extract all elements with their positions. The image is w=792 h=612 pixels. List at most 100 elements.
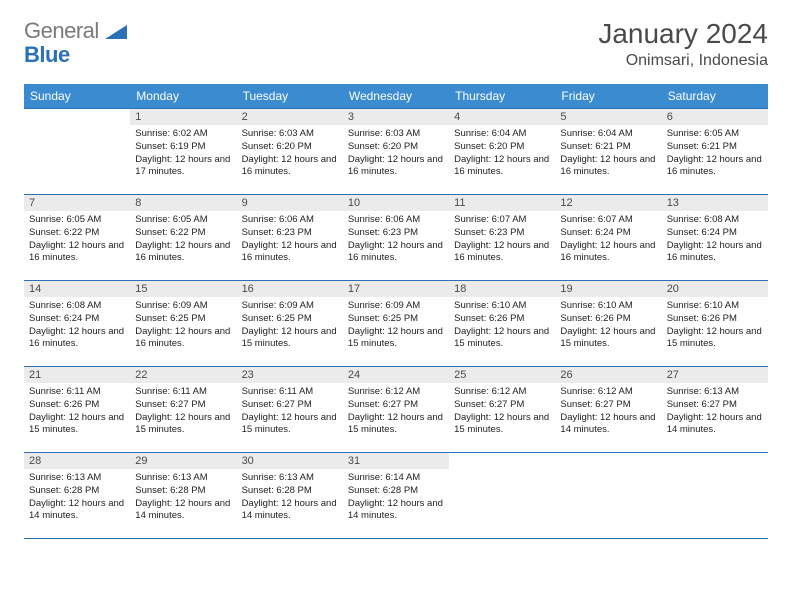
page-header: General January 2024 Onimsari, Indonesia (24, 18, 768, 70)
day-number: 13 (662, 195, 768, 211)
day-details: Sunrise: 6:05 AMSunset: 6:22 PMDaylight:… (24, 211, 130, 268)
day-number: 8 (130, 195, 236, 211)
calendar-day-cell (555, 453, 661, 539)
day-number: 9 (237, 195, 343, 211)
calendar-day-cell: 5Sunrise: 6:04 AMSunset: 6:21 PMDaylight… (555, 109, 661, 195)
calendar-day-cell: 1Sunrise: 6:02 AMSunset: 6:19 PMDaylight… (130, 109, 236, 195)
calendar-day-cell: 26Sunrise: 6:12 AMSunset: 6:27 PMDayligh… (555, 367, 661, 453)
day-details: Sunrise: 6:07 AMSunset: 6:23 PMDaylight:… (449, 211, 555, 268)
day-details: Sunrise: 6:10 AMSunset: 6:26 PMDaylight:… (449, 297, 555, 354)
day-details: Sunrise: 6:13 AMSunset: 6:28 PMDaylight:… (130, 469, 236, 526)
calendar-day-cell: 4Sunrise: 6:04 AMSunset: 6:20 PMDaylight… (449, 109, 555, 195)
day-number: 2 (237, 109, 343, 125)
weekday-header: Tuesday (237, 84, 343, 109)
day-details: Sunrise: 6:11 AMSunset: 6:27 PMDaylight:… (237, 383, 343, 440)
day-number: 14 (24, 281, 130, 297)
day-details: Sunrise: 6:02 AMSunset: 6:19 PMDaylight:… (130, 125, 236, 182)
calendar-day-cell: 2Sunrise: 6:03 AMSunset: 6:20 PMDaylight… (237, 109, 343, 195)
calendar-day-cell: 15Sunrise: 6:09 AMSunset: 6:25 PMDayligh… (130, 281, 236, 367)
calendar-week-row: 7Sunrise: 6:05 AMSunset: 6:22 PMDaylight… (24, 195, 768, 281)
day-details: Sunrise: 6:05 AMSunset: 6:21 PMDaylight:… (662, 125, 768, 182)
calendar-day-cell: 13Sunrise: 6:08 AMSunset: 6:24 PMDayligh… (662, 195, 768, 281)
calendar-day-cell: 28Sunrise: 6:13 AMSunset: 6:28 PMDayligh… (24, 453, 130, 539)
calendar-day-cell: 6Sunrise: 6:05 AMSunset: 6:21 PMDaylight… (662, 109, 768, 195)
day-number: 11 (449, 195, 555, 211)
day-details: Sunrise: 6:14 AMSunset: 6:28 PMDaylight:… (343, 469, 449, 526)
day-number: 28 (24, 453, 130, 469)
calendar-day-cell (662, 453, 768, 539)
day-details: Sunrise: 6:06 AMSunset: 6:23 PMDaylight:… (343, 211, 449, 268)
day-number: 22 (130, 367, 236, 383)
logo: General (24, 18, 129, 44)
calendar-day-cell: 3Sunrise: 6:03 AMSunset: 6:20 PMDaylight… (343, 109, 449, 195)
calendar-day-cell: 14Sunrise: 6:08 AMSunset: 6:24 PMDayligh… (24, 281, 130, 367)
day-details: Sunrise: 6:11 AMSunset: 6:26 PMDaylight:… (24, 383, 130, 440)
logo-triangle-icon (105, 23, 127, 39)
calendar-day-cell (449, 453, 555, 539)
day-number: 19 (555, 281, 661, 297)
logo-word-2: Blue (24, 42, 70, 67)
day-number: 25 (449, 367, 555, 383)
day-details: Sunrise: 6:08 AMSunset: 6:24 PMDaylight:… (24, 297, 130, 354)
day-number: 6 (662, 109, 768, 125)
calendar-table: SundayMondayTuesdayWednesdayThursdayFrid… (24, 84, 768, 539)
day-number: 15 (130, 281, 236, 297)
day-details: Sunrise: 6:13 AMSunset: 6:28 PMDaylight:… (24, 469, 130, 526)
calendar-day-cell: 12Sunrise: 6:07 AMSunset: 6:24 PMDayligh… (555, 195, 661, 281)
calendar-day-cell: 31Sunrise: 6:14 AMSunset: 6:28 PMDayligh… (343, 453, 449, 539)
day-details: Sunrise: 6:09 AMSunset: 6:25 PMDaylight:… (130, 297, 236, 354)
logo-word-1: General (24, 18, 99, 44)
day-number: 23 (237, 367, 343, 383)
day-number: 17 (343, 281, 449, 297)
day-details: Sunrise: 6:08 AMSunset: 6:24 PMDaylight:… (662, 211, 768, 268)
calendar-day-cell: 21Sunrise: 6:11 AMSunset: 6:26 PMDayligh… (24, 367, 130, 453)
calendar-day-cell: 8Sunrise: 6:05 AMSunset: 6:22 PMDaylight… (130, 195, 236, 281)
day-number: 12 (555, 195, 661, 211)
weekday-header: Saturday (662, 84, 768, 109)
calendar-day-cell: 22Sunrise: 6:11 AMSunset: 6:27 PMDayligh… (130, 367, 236, 453)
day-details: Sunrise: 6:03 AMSunset: 6:20 PMDaylight:… (237, 125, 343, 182)
day-details: Sunrise: 6:05 AMSunset: 6:22 PMDaylight:… (130, 211, 236, 268)
day-details: Sunrise: 6:04 AMSunset: 6:21 PMDaylight:… (555, 125, 661, 182)
day-details: Sunrise: 6:09 AMSunset: 6:25 PMDaylight:… (343, 297, 449, 354)
weekday-header: Monday (130, 84, 236, 109)
calendar-week-row: 14Sunrise: 6:08 AMSunset: 6:24 PMDayligh… (24, 281, 768, 367)
location-label: Onimsari, Indonesia (598, 52, 768, 70)
calendar-day-cell: 10Sunrise: 6:06 AMSunset: 6:23 PMDayligh… (343, 195, 449, 281)
calendar-day-cell: 23Sunrise: 6:11 AMSunset: 6:27 PMDayligh… (237, 367, 343, 453)
calendar-day-cell: 25Sunrise: 6:12 AMSunset: 6:27 PMDayligh… (449, 367, 555, 453)
calendar-day-cell: 30Sunrise: 6:13 AMSunset: 6:28 PMDayligh… (237, 453, 343, 539)
day-number: 10 (343, 195, 449, 211)
day-number: 27 (662, 367, 768, 383)
calendar-day-cell: 20Sunrise: 6:10 AMSunset: 6:26 PMDayligh… (662, 281, 768, 367)
day-number: 3 (343, 109, 449, 125)
day-details: Sunrise: 6:12 AMSunset: 6:27 PMDaylight:… (555, 383, 661, 440)
day-details: Sunrise: 6:06 AMSunset: 6:23 PMDaylight:… (237, 211, 343, 268)
title-block: January 2024 Onimsari, Indonesia (598, 18, 768, 70)
day-number: 26 (555, 367, 661, 383)
day-number: 5 (555, 109, 661, 125)
day-details: Sunrise: 6:03 AMSunset: 6:20 PMDaylight:… (343, 125, 449, 182)
day-details: Sunrise: 6:04 AMSunset: 6:20 PMDaylight:… (449, 125, 555, 182)
day-details: Sunrise: 6:13 AMSunset: 6:28 PMDaylight:… (237, 469, 343, 526)
calendar-header-row: SundayMondayTuesdayWednesdayThursdayFrid… (24, 84, 768, 109)
day-details: Sunrise: 6:10 AMSunset: 6:26 PMDaylight:… (662, 297, 768, 354)
month-title: January 2024 (598, 18, 768, 50)
day-number: 29 (130, 453, 236, 469)
calendar-day-cell (24, 109, 130, 195)
day-number: 24 (343, 367, 449, 383)
day-details: Sunrise: 6:09 AMSunset: 6:25 PMDaylight:… (237, 297, 343, 354)
weekday-header: Sunday (24, 84, 130, 109)
day-details: Sunrise: 6:12 AMSunset: 6:27 PMDaylight:… (343, 383, 449, 440)
calendar-week-row: 1Sunrise: 6:02 AMSunset: 6:19 PMDaylight… (24, 109, 768, 195)
calendar-week-row: 28Sunrise: 6:13 AMSunset: 6:28 PMDayligh… (24, 453, 768, 539)
calendar-day-cell: 18Sunrise: 6:10 AMSunset: 6:26 PMDayligh… (449, 281, 555, 367)
day-details: Sunrise: 6:13 AMSunset: 6:27 PMDaylight:… (662, 383, 768, 440)
day-number: 21 (24, 367, 130, 383)
weekday-header: Thursday (449, 84, 555, 109)
day-number: 16 (237, 281, 343, 297)
calendar-day-cell: 16Sunrise: 6:09 AMSunset: 6:25 PMDayligh… (237, 281, 343, 367)
day-number: 7 (24, 195, 130, 211)
day-number: 4 (449, 109, 555, 125)
calendar-day-cell: 27Sunrise: 6:13 AMSunset: 6:27 PMDayligh… (662, 367, 768, 453)
